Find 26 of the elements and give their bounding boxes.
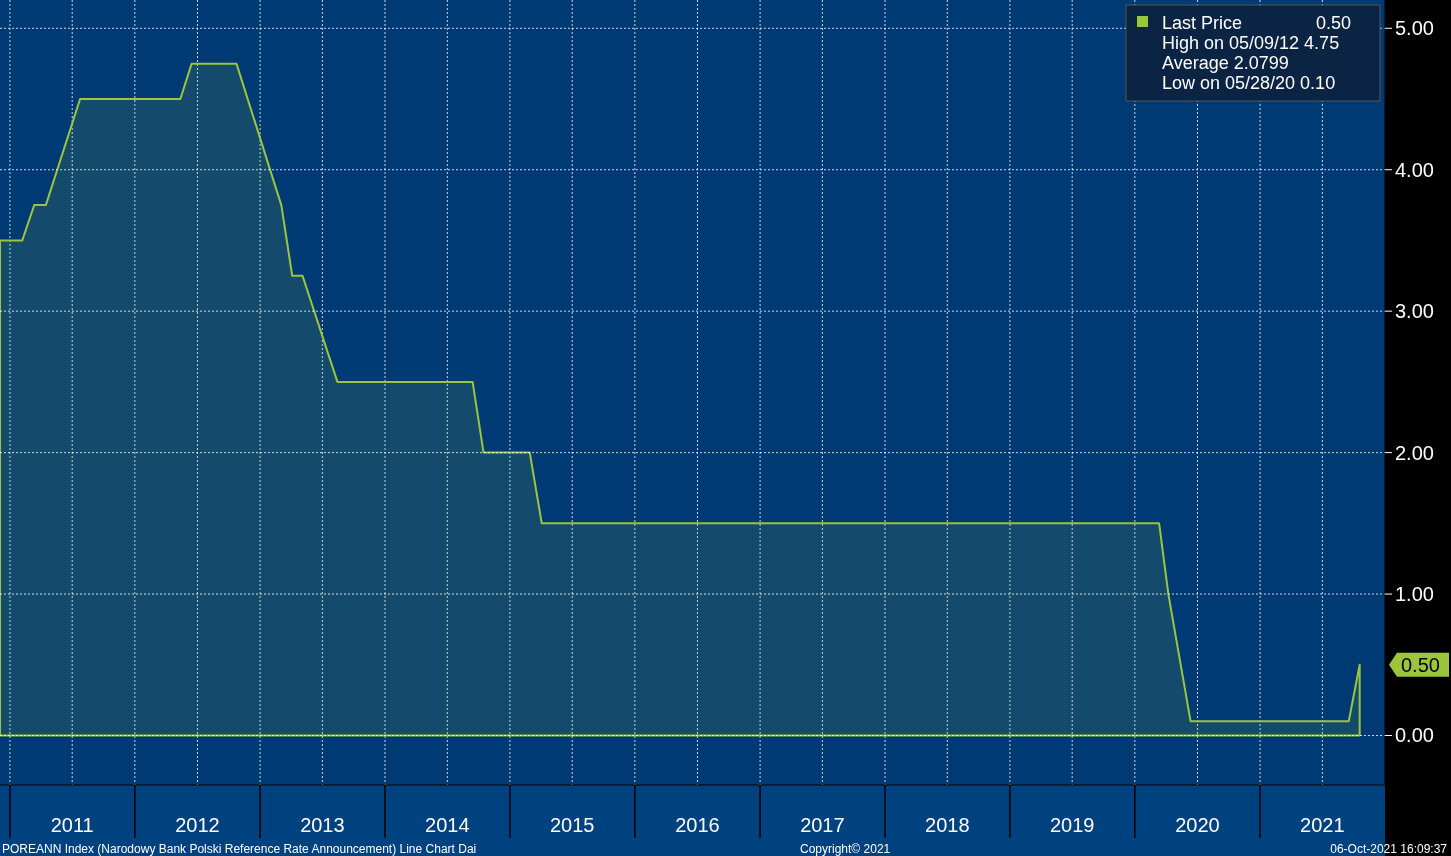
text: POREANN Index (Narodowy Bank Polski Reference Rate Announcement) Line Chart Dai [2, 842, 477, 856]
x-tick-label: 2020 [1175, 814, 1220, 836]
x-tick-label: 2015 [549, 814, 595, 836]
x-tick-label: 2012 [175, 814, 220, 836]
x-tick-label: 2016 [675, 814, 720, 836]
x-tick-label: 2014 [425, 814, 470, 836]
y-tick-label: 4.00 [1395, 158, 1434, 181]
x-tick-label: 2017 [800, 814, 845, 836]
annotation: Low on 05/28/20 0.10 [1162, 73, 1336, 93]
x-tick-label: 2018 [925, 814, 970, 836]
y-tick-label: 0.00 [1395, 724, 1434, 747]
x-tick-label: 2021 [1300, 814, 1345, 836]
x-tick-label: 2013 [300, 814, 345, 836]
annotation: 0.50 [1401, 653, 1440, 676]
text: Copyright© 2021 [800, 842, 891, 856]
annotation: Average 2.0799 [1162, 53, 1289, 73]
annotation: 0.50 [1315, 13, 1351, 33]
legend-label: Last Price [1162, 13, 1243, 33]
y-tick-label: 2.00 [1395, 441, 1434, 464]
y-tick-label: 5.00 [1395, 17, 1434, 40]
annotation: High on 05/09/12 4.75 [1162, 33, 1340, 53]
y-tick-label: 1.00 [1395, 583, 1434, 606]
y-tick-label: 3.00 [1395, 300, 1434, 323]
x-tick-label: 2019 [1049, 814, 1095, 836]
text: 06-Oct-2021 16:09:37 [1330, 842, 1448, 856]
x-tick-label: 2011 [50, 814, 94, 836]
